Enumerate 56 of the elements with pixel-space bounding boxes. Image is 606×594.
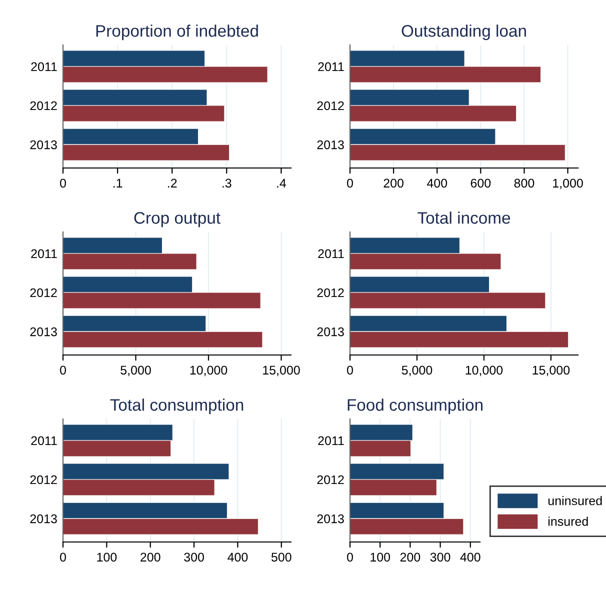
chart-title: Total income: [418, 212, 510, 224]
y-tick-label: 2011: [318, 436, 344, 446]
x-tick-label: 15,000: [263, 366, 300, 376]
y-tick-label: 2012: [317, 288, 344, 298]
y-tick-label: 2012: [30, 288, 57, 298]
x-tick-label: 100: [370, 552, 390, 562]
x-tick-label: 0: [347, 552, 353, 562]
x-tick-label: .2: [168, 178, 177, 188]
y-tick-label: 2013: [30, 327, 57, 336]
x-tick-label: 400: [460, 552, 480, 562]
y-tick-label: 2013: [317, 140, 344, 150]
x-tick-label: 0: [60, 552, 66, 562]
x-tick-label: .4: [277, 178, 286, 188]
chart-title: Crop output: [134, 212, 220, 228]
y-tick-label: 2011: [31, 436, 57, 446]
x-tick-label: 0: [347, 366, 353, 375]
x-tick-label: 400: [426, 178, 448, 188]
y-tick-label: 2011: [31, 62, 57, 72]
x-tick-label: 10,000: [190, 366, 228, 376]
x-tick-label: .3: [222, 178, 232, 188]
x-tick-label: 15,000: [532, 366, 570, 376]
x-tick-label: 5,000: [402, 366, 432, 376]
y-tick-label: 2013: [317, 514, 344, 524]
x-tick-label: .1: [113, 178, 122, 188]
legend-label: uninsured: [548, 496, 602, 506]
x-tick-label: 300: [430, 552, 450, 562]
chart-title: Food consumption: [348, 398, 482, 414]
x-tick-label: 500: [271, 552, 292, 562]
x-tick-label: 300: [184, 552, 204, 562]
y-tick-label: 2011: [31, 249, 57, 258]
chart-title: Outstanding loan: [402, 24, 526, 40]
y-tick-label: 2013: [317, 327, 344, 336]
x-tick-label: 200: [400, 552, 420, 562]
y-tick-label: 2013: [30, 140, 57, 150]
y-tick-label: 2012: [317, 475, 344, 484]
x-tick-label: 800: [514, 178, 534, 188]
x-tick-label: 100: [97, 552, 117, 562]
chart-title: Total consumption: [110, 398, 244, 414]
y-tick-label: 2012: [30, 475, 57, 484]
x-tick-label: 0: [60, 178, 66, 188]
y-tick-label: 2011: [318, 249, 344, 258]
x-tick-label: 0: [347, 178, 353, 188]
x-tick-label: 200: [140, 552, 160, 562]
legend-label: insured: [548, 516, 588, 526]
x-tick-label: 10,000: [466, 366, 503, 376]
y-tick-label: 2011: [318, 62, 344, 72]
x-tick-label: 400: [228, 552, 248, 562]
x-tick-label: 1,000: [553, 178, 583, 190]
y-tick-label: 2013: [30, 514, 57, 524]
x-tick-label: 5,000: [120, 366, 151, 376]
y-tick-label: 2012: [30, 101, 57, 110]
x-tick-label: 600: [470, 178, 491, 188]
chart-title: Proportion of indebted: [96, 24, 258, 40]
x-tick-label: 200: [384, 178, 404, 188]
y-tick-label: 2012: [317, 101, 344, 110]
x-tick-label: 0: [60, 366, 66, 375]
